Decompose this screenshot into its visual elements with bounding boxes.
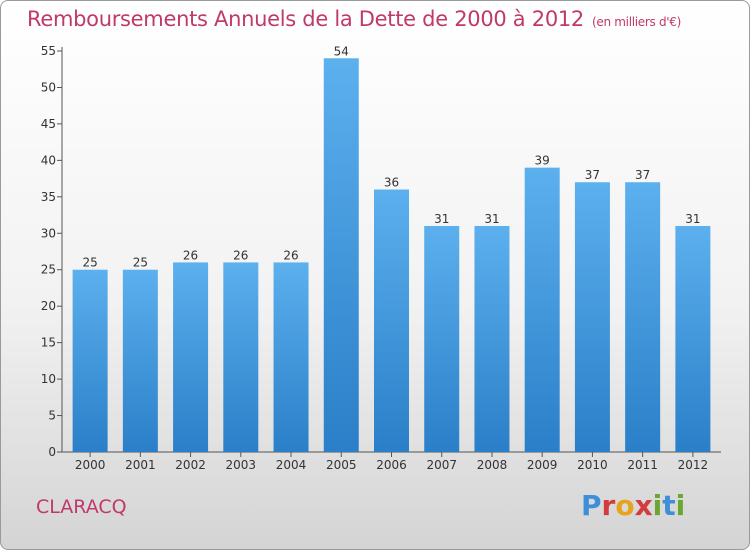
y-tick-label: 40 [41,153,56,167]
logo-letter: r [601,489,616,522]
axes: 0 5 10 15 20 25 30 35 40 45 50 55 2000 2001 2002 2003 20… [41,44,721,472]
y-tick-label: 55 [41,44,56,58]
unit-label: (en milliers d'€) [592,15,682,29]
logo-letter: t [662,489,676,522]
y-tick-label: 25 [41,263,56,277]
chart-title: Remboursements Annuels de la Dette de 20… [27,7,681,31]
data-label: 37 [585,168,600,182]
x-tick-label: 2011 [627,458,658,472]
y-tick-label: 5 [48,409,56,423]
bars [72,58,711,453]
data-label: 39 [535,154,550,168]
data-label: 31 [434,212,449,226]
y-tick-label: 10 [41,372,56,386]
y-tick-label: 50 [41,80,56,94]
bar [524,167,560,452]
x-tick-label: 2008 [477,458,508,472]
x-tick-label: 2002 [175,458,206,472]
bar [625,182,661,452]
x-tick-label: 2001 [125,458,156,472]
logo-letter: P [581,489,602,522]
logo-letter: i [652,489,663,522]
proxiti-logo: Proxiti [581,489,685,522]
x-tick-label: 2010 [577,458,608,472]
data-label: 25 [82,256,97,270]
data-label: 54 [334,44,349,58]
x-tick-label: 2004 [276,458,307,472]
data-label: 31 [484,212,499,226]
data-label: 25 [133,256,148,270]
bar [173,262,209,452]
y-tick-label: 20 [41,299,56,313]
y-tick-label: 0 [48,445,56,459]
bar [273,262,309,452]
logo-letter: i [675,489,686,522]
bar [323,58,359,453]
x-tick-label: 2009 [527,458,558,472]
x-tick-label: 2006 [376,458,407,472]
data-label: 36 [384,176,399,190]
data-label: 26 [183,248,198,262]
commune-name: CLARACQ [36,496,127,518]
value-labels: 25 25 26 26 26 54 36 31 31 39 37 37 31 [82,44,700,269]
bar [72,269,108,452]
y-tick-label: 45 [41,117,56,131]
bar [223,262,259,452]
y-tick-label: 35 [41,190,56,204]
y-tick-label: 15 [41,336,56,350]
bar [474,225,510,452]
bar [675,225,711,452]
bar [374,189,409,452]
data-label: 26 [283,248,298,262]
title-text: Remboursements Annuels de la Dette de 20… [27,7,584,31]
data-label: 37 [635,168,650,182]
x-tick-label: 2007 [426,458,457,472]
logo-letter: o [615,489,635,522]
x-tick-label: 2000 [75,458,106,472]
x-tick-label: 2003 [226,458,257,472]
bar [122,269,158,452]
x-tick-label: 2012 [678,458,709,472]
bar [424,225,460,452]
x-tick-label: 2005 [326,458,357,472]
y-tick-label: 30 [41,226,56,240]
data-label: 31 [685,212,700,226]
bar [574,182,610,452]
data-label: 26 [233,248,248,262]
logo-letter: x [634,489,653,522]
